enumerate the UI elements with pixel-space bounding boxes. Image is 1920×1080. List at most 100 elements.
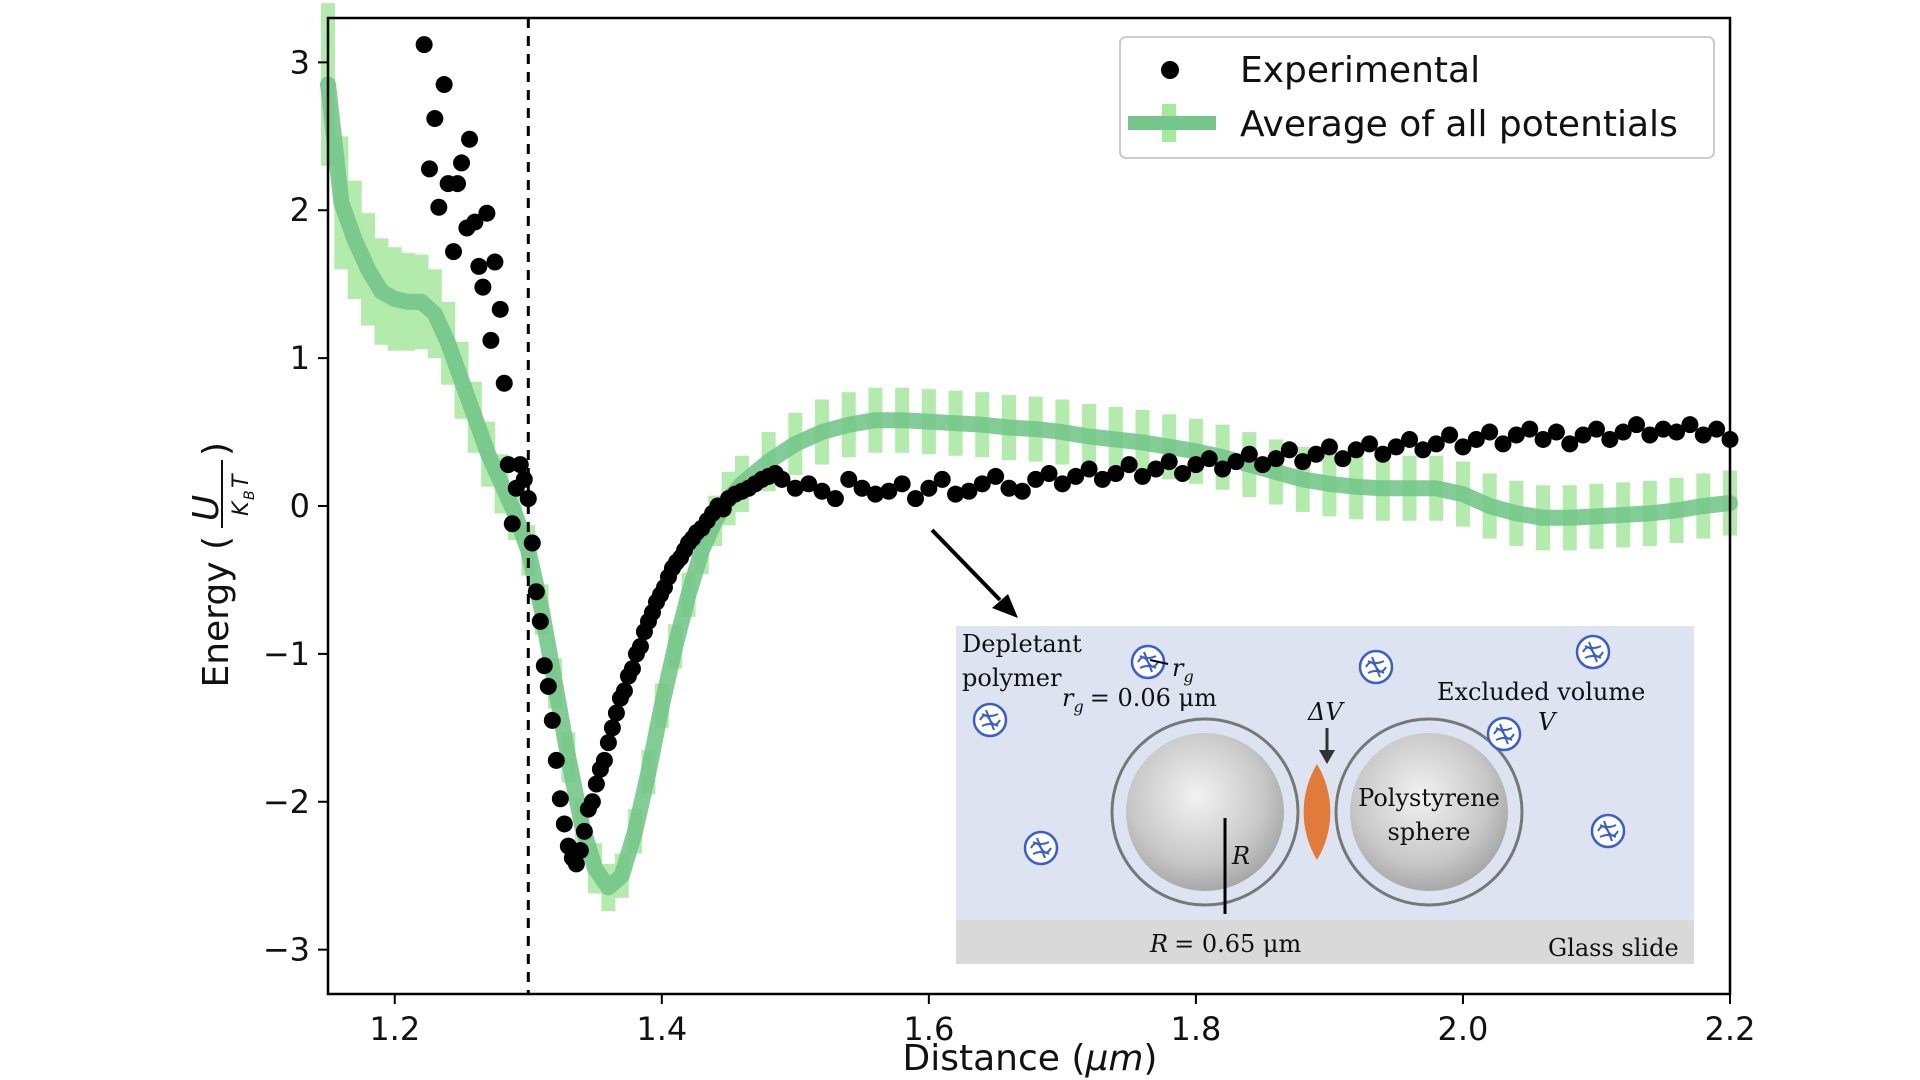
experimental-point	[503, 515, 521, 533]
experimental-point	[1374, 445, 1392, 463]
experimental-point	[1040, 464, 1058, 482]
y-axis-label: Energy ( U K B T )	[186, 442, 258, 688]
experimental-point	[1360, 435, 1378, 453]
experimental-point	[1507, 426, 1525, 444]
experimental-point	[1133, 467, 1151, 485]
average-potential-line	[320, 76, 1738, 896]
experimental-point	[1387, 438, 1405, 456]
experimental-point	[947, 485, 965, 503]
experimental-point	[415, 36, 433, 54]
experimental-point	[1160, 453, 1178, 471]
y-axis-label-num: U	[186, 495, 227, 521]
excluded-volume-ring-left	[1110, 717, 1300, 907]
experimental-point	[531, 612, 549, 630]
y-axis-label-sub: B	[242, 490, 258, 500]
glass-slide	[956, 920, 1694, 964]
y-tick-label: 2	[290, 191, 310, 229]
depletant-polymers	[972, 634, 1626, 866]
experimental-point	[1307, 445, 1325, 463]
experimental-point	[420, 160, 438, 178]
experimental-point	[1334, 450, 1352, 468]
experimental-point	[430, 198, 448, 216]
polymer-coil-icon	[1590, 813, 1626, 849]
x-tick-label: 1.2	[369, 1010, 420, 1048]
polystyrene-sphere-right	[1350, 733, 1508, 891]
experimental-point	[461, 130, 479, 148]
experimental-point	[866, 485, 884, 503]
excluded-volume-ring-right	[1334, 717, 1524, 907]
experimental-point	[853, 479, 871, 497]
inset-depletant-label-2: polymer	[962, 664, 1062, 692]
y-tick-label: 3	[290, 43, 310, 81]
inset-sphere-label-2: sphere	[1387, 818, 1470, 846]
experimental-point	[599, 734, 617, 752]
experimental-point	[551, 790, 569, 808]
experimental-point	[587, 775, 605, 793]
legend-experimental-label: Experimental	[1240, 50, 1480, 91]
y-tick-label: −3	[263, 931, 310, 969]
experimental-point	[893, 475, 911, 493]
experimental-point	[973, 475, 991, 493]
x-tick-label: 1.8	[1170, 1010, 1221, 1048]
polymer-coil-icon	[1575, 634, 1611, 670]
experimental-point	[1227, 453, 1245, 471]
y-tick-label: 0	[290, 487, 310, 525]
experimental-point	[1641, 426, 1659, 444]
experimental-point	[800, 475, 818, 493]
experimental-point	[511, 456, 529, 474]
experimental-point	[1601, 430, 1619, 448]
experimental-point	[623, 660, 641, 678]
experimental-point	[515, 470, 533, 488]
x-axis-label-unit: μm	[1084, 1038, 1143, 1079]
experimental-point	[539, 677, 557, 695]
experimental-point	[920, 479, 938, 497]
inset-v-label: V	[1538, 708, 1558, 736]
experimental-point	[495, 374, 513, 392]
polymer-coil-icon	[972, 702, 1008, 738]
experimental-point	[482, 331, 500, 349]
delta-v-arrowhead	[1319, 750, 1335, 764]
y-axis-label-main: Energy (	[196, 536, 237, 688]
experimental-point	[603, 719, 621, 737]
overlap-volume	[1303, 764, 1331, 860]
experimental-point	[607, 704, 625, 722]
inset-excluded-volume: Excluded volume	[1437, 678, 1645, 706]
y-tick-label: −2	[263, 783, 310, 821]
inset-r-label: R	[1231, 842, 1250, 870]
experimental-point	[1267, 450, 1285, 468]
experimental-point	[1494, 435, 1512, 453]
experimental-point	[1254, 456, 1272, 474]
x-axis-label-end: )	[1143, 1038, 1157, 1079]
experimental-point	[523, 534, 541, 552]
experimental-point	[575, 822, 593, 840]
experimental-point	[1120, 456, 1138, 474]
inset-depletant-label-1: Depletant	[962, 630, 1082, 658]
y-axis-label-end: )	[196, 442, 237, 456]
experimental-point	[555, 815, 573, 833]
y-axis-label-den2: T	[229, 473, 254, 488]
experimental-point	[1694, 426, 1712, 444]
inset-rg-label: rg	[1172, 654, 1194, 686]
polymer-coil-icon	[1023, 830, 1059, 866]
experimental-point	[474, 278, 492, 296]
experimental-point	[595, 751, 613, 769]
experimental-point	[499, 456, 517, 474]
experimental-point	[1454, 438, 1472, 456]
experimental-point	[1628, 416, 1646, 434]
polymer-coil-icon	[1130, 644, 1166, 680]
legend-average-label: Average of all potentials	[1240, 104, 1678, 145]
polymer-coil-icon	[1358, 649, 1394, 685]
experimental-point	[1053, 475, 1071, 493]
experimental-point	[1587, 420, 1605, 438]
experimental-point	[1401, 430, 1419, 448]
experimental-point	[1080, 460, 1098, 478]
experimental-point	[1107, 464, 1125, 482]
experimental-point	[1187, 456, 1205, 474]
experimental-point	[435, 76, 453, 94]
experimental-point	[880, 482, 898, 500]
polystyrene-sphere-left	[1126, 733, 1284, 891]
experimental-point	[519, 490, 537, 508]
experimental-point	[1200, 450, 1218, 468]
y-axis-ticks: 3 2 1 0 −1 −2 −3	[263, 43, 328, 969]
